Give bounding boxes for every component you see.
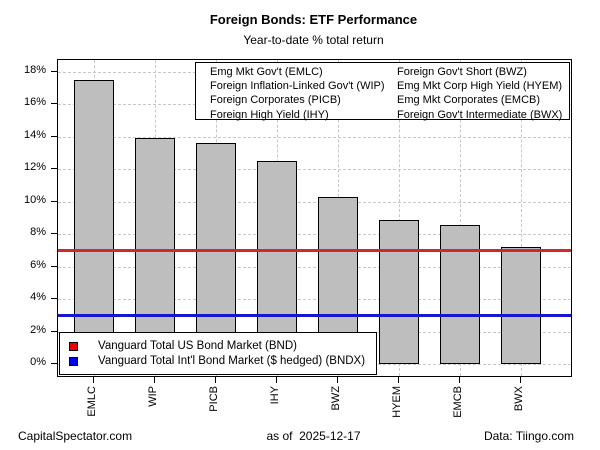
y-axis-tick (51, 70, 57, 72)
x-axis-label-ihy: IHY (269, 386, 281, 405)
x-axis-label-emlc: EMLC (86, 386, 98, 417)
y-axis-tick (51, 135, 57, 137)
x-axis-tick (154, 376, 155, 383)
gridline-horizontal (58, 136, 571, 138)
refline-0 (58, 249, 571, 252)
x-axis-tick (337, 376, 338, 383)
bar-ihy (257, 161, 297, 365)
etf-legend-entry: Foreign Inflation-Linked Gov't (WIP) (210, 80, 385, 93)
gridline-horizontal (58, 201, 571, 203)
etf-legend-entry: Foreign Corporates (PICB) (210, 94, 341, 107)
benchmark-legend-box: Vanguard Total US Bond Market (BND) Vangu… (59, 332, 377, 375)
x-axis-tick (276, 376, 277, 383)
y-axis-tick (51, 168, 57, 170)
y-axis-label: 6% (30, 258, 46, 271)
footer-source-site: CapitalSpectator.com (18, 429, 133, 443)
gridline-horizontal (58, 299, 571, 301)
gridline-horizontal (58, 234, 571, 236)
x-axis-tick (520, 376, 521, 383)
y-axis-label: 16% (23, 96, 46, 109)
gridline-vertical (521, 60, 522, 376)
y-axis-tick (51, 330, 57, 332)
y-axis-label: 14% (23, 128, 46, 141)
bar-hyem (379, 219, 419, 365)
etf-legend-box: Emg Mkt Gov't (EMLC) Foreign Inflation-Li… (195, 62, 570, 122)
y-axis-tick (51, 233, 57, 235)
benchmark-legend-label: Vanguard Total US Bond Market (BND) (98, 340, 297, 352)
bar-bwx (501, 247, 541, 365)
y-axis-label: 8% (30, 226, 46, 239)
benchmark-legend-label: Vanguard Total Int'l Bond Market ($ hedg… (98, 355, 366, 367)
x-axis-label-emcb: EMCB (452, 386, 464, 418)
etf-legend-entry: Emg Mkt Corporates (EMCB) (397, 94, 541, 107)
y-axis-tick (51, 298, 57, 300)
etf-legend-column-1: Emg Mkt Gov't (EMLC) Foreign Inflation-Li… (210, 65, 385, 122)
x-axis-tick (459, 376, 460, 383)
y-axis-tick (51, 103, 57, 105)
etf-legend-entry: Emg Mkt Gov't (EMLC) (210, 66, 323, 78)
legend-key-swatch (69, 342, 78, 351)
y-axis-label: 10% (23, 193, 46, 206)
x-axis-tick (93, 376, 94, 383)
etf-legend-entry: Foreign High Yield (IHY) (210, 108, 329, 121)
refline-1 (58, 314, 571, 318)
y-axis-tick (51, 265, 57, 267)
x-axis-label-bwx: BWX (513, 386, 525, 412)
chart-subtitle: Year-to-date % total return (243, 33, 384, 47)
y-axis-label: 2% (30, 323, 46, 336)
footer-as-of-date: as of 2025-12-17 (266, 429, 361, 443)
legend-key-swatch (69, 357, 78, 366)
gridline-vertical (460, 60, 461, 376)
etf-legend-column-2: Foreign Gov't Short (BWZ) Emg Mkt Corp Hi… (397, 65, 562, 122)
etf-legend-entry: Foreign Gov't Intermediate (BWX) (397, 108, 563, 121)
x-axis-label-hyem: HYEM (391, 386, 403, 418)
y-axis-label: 12% (23, 161, 46, 174)
y-axis-label: 18% (23, 63, 46, 76)
bar-emlc (74, 79, 114, 365)
x-axis-label-wip: WIP (147, 386, 159, 407)
x-axis-tick (215, 376, 216, 383)
chart-title: Foreign Bonds: ETF Performance (209, 12, 418, 27)
x-axis-label-picb: PICB (208, 386, 220, 412)
etf-legend-entry: Foreign Gov't Short (BWZ) (397, 66, 527, 78)
x-axis-tick (398, 376, 399, 383)
y-axis-tick (51, 200, 57, 202)
gridline-horizontal (58, 266, 571, 268)
y-axis-label: 4% (30, 291, 46, 304)
gridline-horizontal (58, 169, 571, 171)
etf-legend-entry: Emg Mkt Corp High Yield (HYEM) (397, 80, 563, 93)
x-axis-label-bwz: BWZ (330, 386, 342, 411)
y-axis-label: 0% (30, 356, 46, 369)
footer-data-source: Data: Tiingo.com (483, 429, 574, 443)
y-axis-tick (51, 363, 57, 365)
gridline-vertical (399, 60, 400, 376)
bar-emcb (440, 224, 480, 365)
